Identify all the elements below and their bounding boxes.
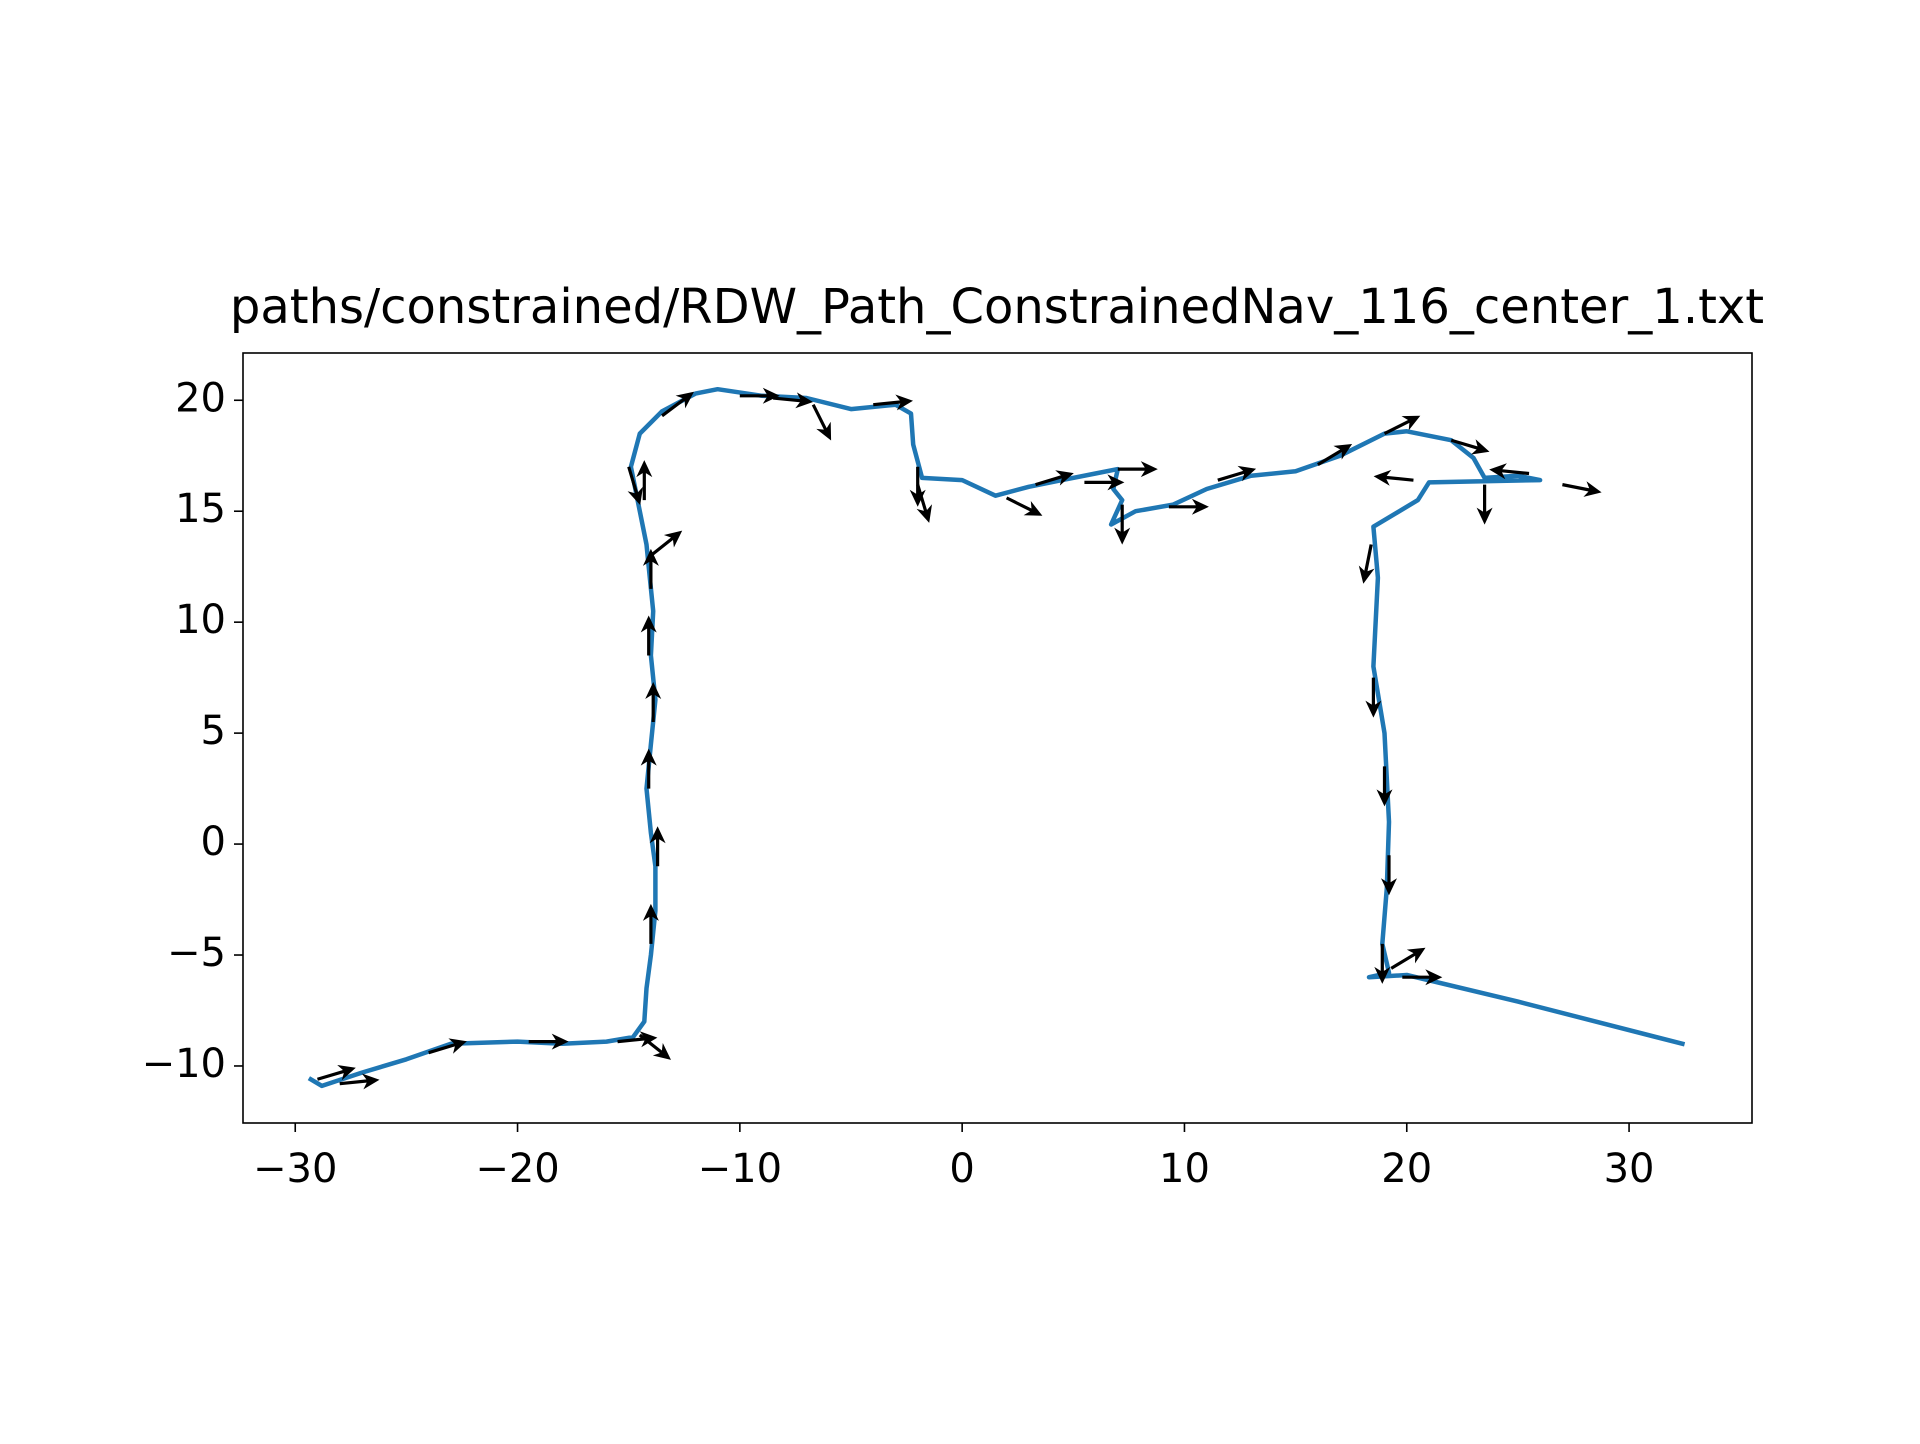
direction-arrow	[1358, 544, 1375, 584]
direction-arrow	[1035, 470, 1074, 487]
direction-arrow	[873, 394, 913, 411]
path-line	[307, 386, 1686, 1089]
direction-arrow	[1365, 677, 1382, 718]
direction-arrow	[661, 391, 694, 418]
direction-arrow	[1489, 463, 1530, 480]
direction-arrow	[636, 460, 653, 501]
direction-arrow	[1168, 498, 1209, 515]
y-tick-label: 5	[201, 708, 226, 754]
direction-arrow	[649, 530, 683, 557]
x-tick-label: 30	[1604, 1146, 1655, 1192]
direction-arrow	[1562, 481, 1602, 497]
direction-arrow	[428, 1038, 467, 1055]
chart-title: paths/constrained/RDW_Path_ConstrainedNa…	[230, 279, 1764, 335]
direction-arrow	[640, 615, 657, 656]
direction-arrow	[642, 903, 659, 944]
x-tick-label: 10	[1159, 1146, 1210, 1192]
direction-arrow	[645, 682, 662, 722]
direction-arrow	[811, 404, 832, 441]
direction-arrow	[1373, 469, 1414, 486]
x-tick-label: −30	[253, 1146, 337, 1192]
y-tick-label: 10	[175, 597, 226, 643]
direction-arrow	[1476, 484, 1493, 525]
y-tick-label: −10	[142, 1041, 226, 1087]
direction-arrow	[1450, 438, 1490, 455]
x-tick-label: −10	[698, 1146, 782, 1192]
axes-frame	[242, 352, 1753, 1124]
direction-arrow	[739, 387, 780, 404]
direction-arrow	[1381, 855, 1397, 896]
direction-arrow	[642, 548, 659, 589]
y-tick-label: −5	[167, 930, 226, 976]
direction-arrow	[1376, 766, 1393, 807]
direction-arrow	[916, 484, 932, 523]
direction-arrow	[1117, 461, 1158, 478]
direction-arrow	[1317, 444, 1353, 466]
direction-arrow	[1005, 496, 1043, 516]
direction-arrow	[1114, 504, 1131, 545]
direction-arrow	[1217, 465, 1257, 482]
y-tick-label: 20	[175, 375, 226, 421]
direction-arrow	[1383, 415, 1421, 435]
direction-arrow	[640, 748, 657, 789]
direction-arrow	[638, 1033, 671, 1060]
x-tick-label: −20	[475, 1146, 559, 1192]
direction-arrow	[1374, 943, 1391, 984]
direction-arrow	[1390, 947, 1426, 970]
y-tick-label: 0	[201, 819, 226, 865]
direction-arrow	[617, 1031, 658, 1048]
direction-arrow	[649, 826, 666, 867]
direction-arrow	[773, 392, 813, 409]
direction-arrow	[339, 1073, 380, 1090]
direction-arrow	[1084, 474, 1125, 491]
direction-arrow	[1402, 969, 1443, 986]
y-tick-label: 15	[175, 486, 226, 532]
x-tick-label: 0	[949, 1146, 974, 1192]
direction-arrow	[627, 466, 643, 506]
direction-arrow	[317, 1065, 356, 1081]
x-tick-label: 20	[1381, 1146, 1432, 1192]
direction-arrow	[528, 1033, 569, 1050]
